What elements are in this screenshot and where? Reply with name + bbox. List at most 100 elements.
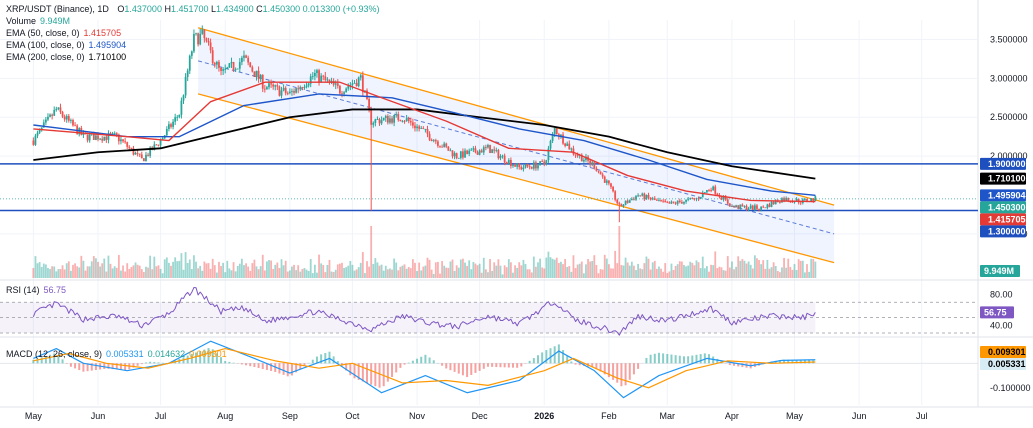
candle-body [132, 148, 135, 155]
candle-body [199, 33, 202, 45]
candle-body [647, 194, 650, 198]
candle-body [599, 171, 602, 175]
ema100-legend[interactable]: EMA (100, close, 0) 1.495904 [6, 40, 126, 51]
volume-bar [372, 263, 375, 278]
time-tick-label: Jul [916, 411, 928, 421]
macd-histogram-bar [516, 363, 519, 368]
volume-bar [178, 260, 181, 278]
volume-bar [589, 261, 592, 278]
volume-legend[interactable]: Volume 9.949M [6, 16, 70, 27]
volume-bar [347, 265, 350, 278]
macd-histogram-bar [699, 354, 702, 364]
volume-bar [313, 264, 316, 278]
price-pane[interactable] [0, 25, 978, 264]
candle-body [495, 150, 498, 151]
macd-histogram-bar [224, 361, 227, 364]
volume-bar [545, 257, 548, 278]
price-axis[interactable]: 3.5000003.0000002.5000002.0000001.000000… [980, 34, 1028, 277]
macd-histogram-bar [541, 352, 544, 364]
volume-bar [547, 251, 550, 278]
macd-histogram-bar [107, 363, 110, 369]
macd-histogram-bar [86, 363, 89, 372]
candle-body [528, 166, 531, 168]
macd-histogram-bar [470, 363, 473, 375]
candle-body [620, 204, 623, 207]
macd-histogram-bar [161, 362, 164, 364]
candle-body [182, 95, 185, 101]
candle-body [224, 68, 227, 70]
volume-bar [101, 263, 104, 278]
volume-bar [370, 226, 373, 278]
volume-bar [572, 255, 575, 278]
volume-bar [718, 266, 721, 278]
candle-body [512, 165, 514, 167]
macd-pane[interactable]: -0.100000 0.009301 0.005331 [0, 340, 1031, 399]
candle-body [751, 205, 754, 210]
volume-bar [487, 272, 489, 278]
volume-bar [316, 272, 318, 278]
macd-histogram-bar [674, 355, 677, 364]
volume-bar [474, 263, 477, 278]
candle-body [466, 150, 469, 154]
volume-bar [399, 266, 402, 278]
ema50-legend-label: EMA (50, close, 0) [6, 28, 80, 38]
candle-body [153, 144, 156, 151]
macd-histogram-bar [203, 349, 206, 364]
time-axis[interactable]: May Jun Jul Aug Sep Oct Nov Dec 2026 Feb Mar Apr May… [25, 411, 928, 421]
time-tick-label: Feb [601, 411, 617, 421]
candle-body [207, 40, 210, 43]
volume-bar [168, 262, 170, 278]
time-tick-label: May [25, 411, 43, 421]
volume-bar [47, 267, 49, 278]
macd-histogram-bar [783, 359, 786, 364]
ema200-legend[interactable]: EMA (200, close, 0) 1.710100 [6, 52, 126, 63]
volume-bar [470, 269, 473, 278]
volume-bar [280, 259, 283, 278]
macd-histogram-bar [632, 363, 635, 375]
candle-body [393, 115, 396, 123]
candle-body [514, 165, 516, 167]
macd-legend[interactable]: MACD (12, 26, close, 9) 0.005331 0.014632 0… [6, 349, 227, 360]
candle-body [370, 109, 373, 125]
header-legend: XRP/USDT (Binance), 1D O1.437000 H1.4517… [6, 4, 379, 15]
volume-bar [570, 271, 573, 278]
candle-body [549, 140, 552, 149]
candle-body [155, 144, 158, 146]
volume-bar [282, 265, 285, 278]
volume-bar [480, 272, 483, 278]
candle-body [614, 191, 617, 200]
candle-body [238, 62, 241, 69]
volume-bar [526, 269, 529, 278]
volume-bar [405, 268, 408, 278]
volume-bar [808, 271, 810, 278]
volume-bar [130, 266, 133, 278]
volume-bar [55, 271, 58, 278]
volume-bar [330, 271, 333, 278]
candle-body [645, 194, 648, 200]
candle-body [257, 70, 260, 80]
volume-bar [441, 261, 443, 278]
volume-bar [639, 268, 642, 278]
volume-bar [339, 263, 341, 278]
rsi-legend[interactable]: RSI (14) 56.75 [6, 285, 66, 296]
volume-bar [124, 271, 127, 278]
macd-histogram-bar [232, 362, 235, 364]
candle-body [760, 206, 763, 210]
candle-body [526, 164, 529, 167]
rsi-pane[interactable]: 80.00 40.00 56.75 [0, 286, 1014, 336]
volume-bar [453, 270, 456, 278]
volume-bar [384, 265, 387, 278]
volume-bar [647, 258, 650, 278]
macd-histogram-bar [378, 363, 381, 388]
candle-body [180, 100, 183, 115]
price-tick-label: 3.000000 [990, 73, 1028, 83]
ema50-legend[interactable]: EMA (50, close, 0) 1.415705 [6, 28, 121, 39]
volume-bar [34, 256, 37, 278]
candle-body [630, 198, 633, 201]
volume-bar [789, 266, 792, 278]
candle-body [570, 148, 573, 150]
candle-body [245, 55, 247, 58]
candle-body [737, 205, 740, 209]
macd-histogram-bar [424, 354, 427, 364]
